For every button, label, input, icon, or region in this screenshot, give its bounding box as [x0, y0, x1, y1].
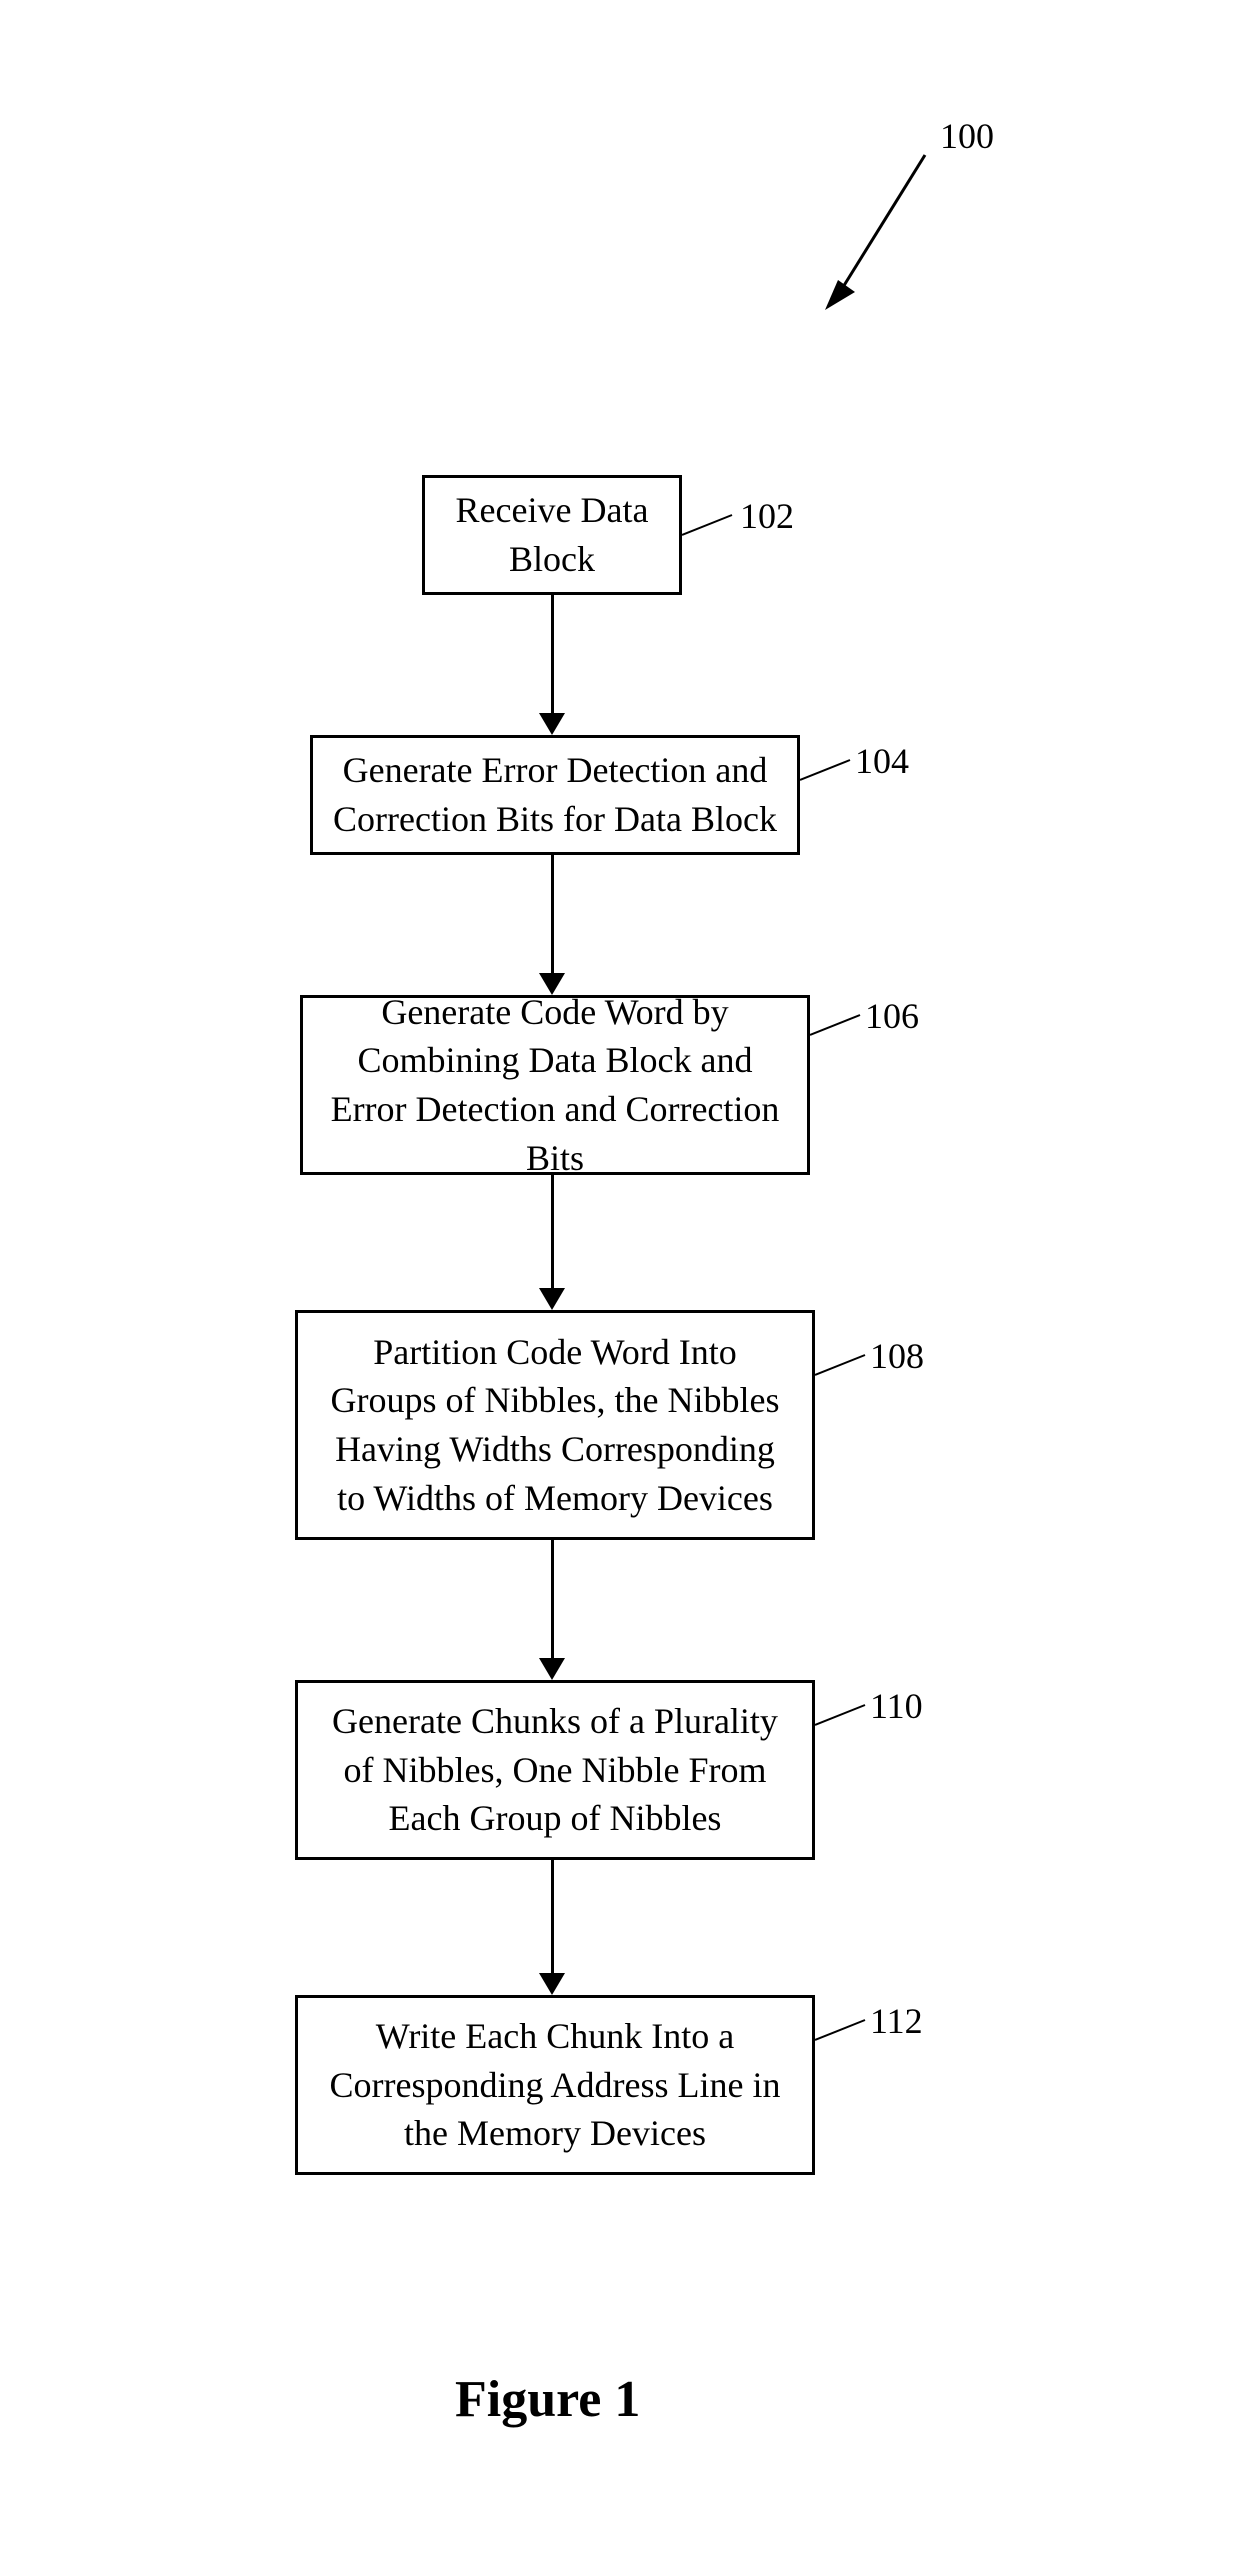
label-connector-112	[815, 2005, 875, 2045]
arrow-head-5	[539, 1973, 565, 1995]
arrow-head-3	[539, 1288, 565, 1310]
box-104-text: Generate Error Detection and Correction …	[333, 746, 777, 843]
reference-arrow-svg	[810, 140, 950, 330]
flowchart-box-104: Generate Error Detection and Correction …	[310, 735, 800, 855]
label-connector-102	[682, 500, 742, 540]
flowchart-diagram: 100 Receive Data Block 102 Generate Erro…	[0, 0, 1245, 2556]
box-106-text: Generate Code Word by Combining Data Blo…	[323, 988, 787, 1182]
label-connector-110	[815, 1690, 875, 1730]
label-connector-106	[810, 1000, 870, 1040]
box-112-label: 112	[870, 2000, 923, 2042]
box-110-label: 110	[870, 1685, 923, 1727]
box-106-label: 106	[865, 995, 919, 1037]
box-102-text: Receive Data Block	[445, 486, 659, 583]
flowchart-box-108: Partition Code Word Into Groups of Nibbl…	[295, 1310, 815, 1540]
diagram-reference-number: 100	[940, 115, 994, 157]
arrow-head-1	[539, 713, 565, 735]
flowchart-box-112: Write Each Chunk Into a Corresponding Ad…	[295, 1995, 815, 2175]
connector-5	[551, 1860, 554, 1973]
connector-2	[551, 855, 554, 973]
connector-4	[551, 1540, 554, 1658]
flowchart-box-106: Generate Code Word by Combining Data Blo…	[300, 995, 810, 1175]
box-108-text: Partition Code Word Into Groups of Nibbl…	[318, 1328, 792, 1522]
flowchart-box-102: Receive Data Block	[422, 475, 682, 595]
label-connector-104	[800, 745, 860, 785]
flowchart-box-110: Generate Chunks of a Plurality of Nibble…	[295, 1680, 815, 1860]
box-110-text: Generate Chunks of a Plurality of Nibble…	[318, 1697, 792, 1843]
box-104-label: 104	[855, 740, 909, 782]
box-108-label: 108	[870, 1335, 924, 1377]
box-102-label: 102	[740, 495, 794, 537]
connector-1	[551, 595, 554, 713]
figure-caption: Figure 1	[455, 2370, 640, 2429]
label-connector-108	[815, 1340, 875, 1380]
arrow-head-4	[539, 1658, 565, 1680]
box-112-text: Write Each Chunk Into a Corresponding Ad…	[318, 2012, 792, 2158]
connector-3	[551, 1175, 554, 1288]
